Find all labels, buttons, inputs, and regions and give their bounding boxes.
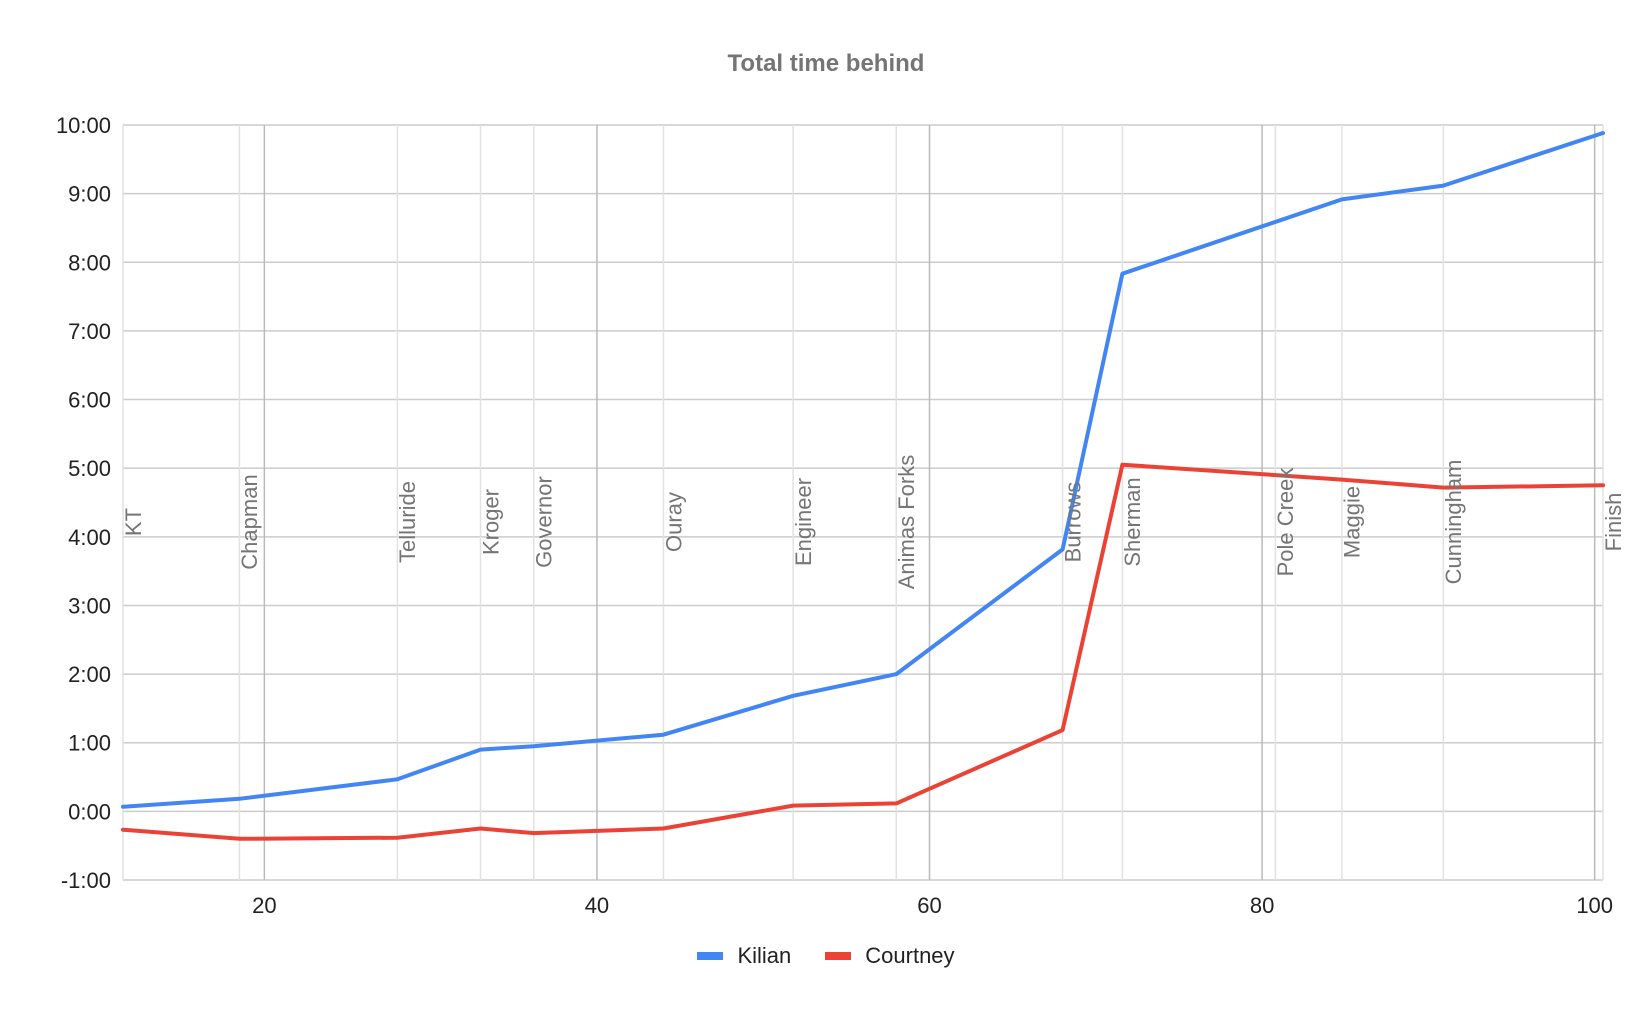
- annotation-label: Engineer: [791, 478, 816, 566]
- annotation-label: Ouray: [661, 492, 686, 552]
- y-tick-label: 2:00: [68, 662, 111, 687]
- y-tick-label: 3:00: [68, 593, 111, 618]
- chart-title: Total time behind: [727, 50, 925, 77]
- annotation-label: KT: [121, 508, 146, 536]
- y-tick-label: 9:00: [68, 182, 111, 207]
- annotation-label: Cunningham: [1441, 460, 1466, 585]
- y-tick-label: 0:00: [68, 799, 111, 824]
- x-tick-label: 40: [585, 893, 609, 918]
- annotation-label: Animas Forks: [894, 455, 919, 589]
- annotation-label: Sherman: [1120, 477, 1145, 566]
- x-tick-label: 100: [1576, 893, 1613, 918]
- y-tick-label: -1:00: [61, 868, 111, 893]
- y-tick-label: 6:00: [68, 388, 111, 413]
- legend: Kilian Courtney: [0, 943, 1652, 969]
- y-tick-label: 5:00: [68, 456, 111, 481]
- x-tick-label: 60: [917, 893, 941, 918]
- legend-label: Kilian: [737, 943, 792, 968]
- annotation-label: Finish: [1601, 493, 1626, 552]
- annotation-label: Pole Creek: [1273, 467, 1298, 577]
- y-tick-label: 4:00: [68, 525, 111, 550]
- y-tick-label: 10:00: [56, 113, 111, 138]
- annotation-label: Kroger: [478, 489, 503, 555]
- legend-item: Courtney: [825, 943, 955, 969]
- annotation-label: Chapman: [237, 474, 262, 569]
- legend-label: Courtney: [865, 943, 955, 968]
- annotation-label: Governor: [532, 476, 557, 568]
- y-tick-label: 8:00: [68, 250, 111, 275]
- y-tick-label: 1:00: [68, 731, 111, 756]
- x-tick-label: 20: [252, 893, 276, 918]
- annotation-label: Telluride: [395, 481, 420, 563]
- annotation-label: Maggie: [1340, 486, 1365, 558]
- legend-swatch: [697, 952, 724, 960]
- series-line-courtney: [121, 462, 1605, 841]
- legend-item: Kilian: [697, 943, 791, 969]
- series-line-kilian: [121, 131, 1605, 809]
- y-tick-label: 7:00: [68, 319, 111, 344]
- annotation-label: Burrows: [1060, 482, 1085, 563]
- legend-swatch: [825, 952, 852, 960]
- x-tick-label: 80: [1250, 893, 1274, 918]
